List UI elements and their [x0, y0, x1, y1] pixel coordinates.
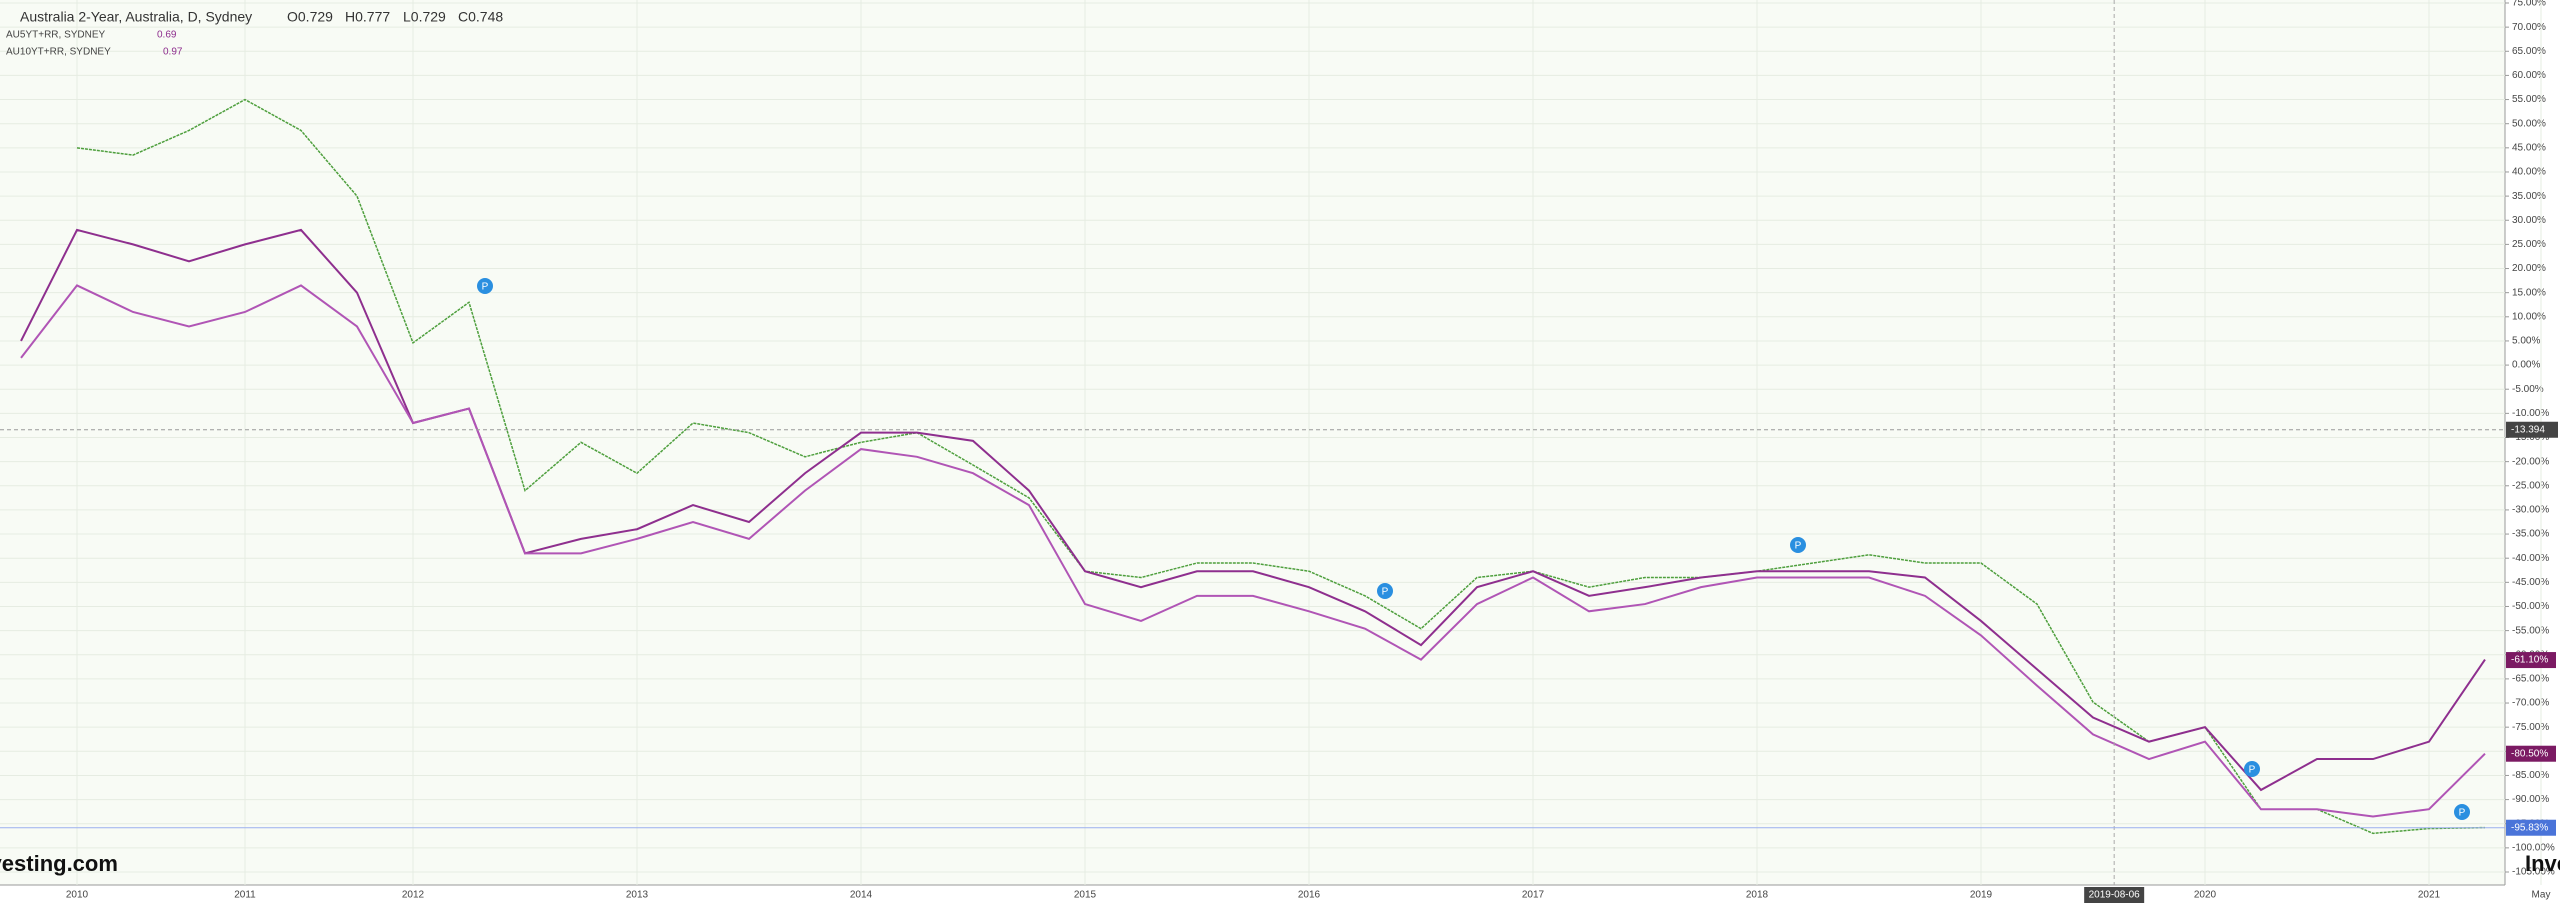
crosshair-y-box: [2506, 421, 2558, 438]
x-tick-label: 2016: [1298, 890, 1321, 901]
x-tick-label: 2014: [850, 890, 873, 901]
ohlc: C0.748: [458, 9, 503, 25]
event-marker-label: P: [2459, 808, 2466, 819]
y-tick-label: 50.00%: [2512, 118, 2546, 129]
y-tick-label: -50.00%: [2512, 601, 2549, 612]
legend-value: 0.69: [157, 30, 177, 41]
chart-title: Australia 2-Year, Australia, D, Sydney: [20, 9, 252, 25]
watermark: Inve: [2525, 851, 2560, 876]
y-tick-label: 55.00%: [2512, 94, 2546, 105]
x-tick-label: May: [2532, 890, 2551, 901]
y-tick-label: 15.00%: [2512, 287, 2546, 298]
crosshair-x-label: 2019-08-06: [2089, 890, 2141, 901]
y-tick-label: 45.00%: [2512, 142, 2546, 153]
y-tick-label: 35.00%: [2512, 191, 2546, 202]
y-tick-label: 0.00%: [2512, 360, 2540, 371]
y-tick-label: -105.00%: [2512, 867, 2555, 878]
x-tick-label: 2017: [1522, 890, 1545, 901]
y-tick-label: -40.00%: [2512, 553, 2549, 564]
crosshair-y-label: -13.394: [2511, 424, 2545, 435]
y-tick-label: -20.00%: [2512, 456, 2549, 467]
y-tick-label: 60.00%: [2512, 70, 2546, 81]
x-tick-label: 2021: [2418, 890, 2441, 901]
price-label-box: [2506, 745, 2556, 762]
y-tick-label: -65.00%: [2512, 674, 2549, 685]
event-marker-label: P: [1795, 541, 1802, 552]
legend-entry[interactable]: AU10YT+RR, SYDNEY: [6, 47, 111, 58]
y-tick-label: -100.00%: [2512, 843, 2555, 854]
event-marker: [477, 278, 493, 294]
y-tick-label: -10.00%: [2512, 408, 2549, 419]
plot-bg: [0, 0, 2505, 885]
event-marker-label: P: [482, 282, 489, 293]
x-tick-label: 2010: [66, 890, 89, 901]
y-tick-label: -45.00%: [2512, 577, 2549, 588]
price-label: -61.10%: [2511, 655, 2548, 666]
x-tick-label: 2018: [1746, 890, 1769, 901]
y-tick-label: -85.00%: [2512, 770, 2549, 781]
event-marker-label: P: [2249, 765, 2256, 776]
y-tick-label: 70.00%: [2512, 22, 2546, 33]
x-tick-label: 2011: [234, 890, 256, 901]
price-label-box: [2506, 819, 2556, 836]
y-tick-label: 25.00%: [2512, 239, 2546, 250]
y-tick-label: 5.00%: [2512, 336, 2540, 347]
ohlc: L0.729: [403, 9, 446, 25]
x-tick-label: 2020: [2194, 890, 2217, 901]
y-tick-label: -25.00%: [2512, 480, 2549, 491]
x-tick-label: 2015: [1074, 890, 1097, 901]
legend-entry[interactable]: AU5YT+RR, SYDNEY: [6, 30, 106, 41]
crosshair-x-box: [2084, 887, 2145, 903]
y-tick-label: -30.00%: [2512, 505, 2549, 516]
y-tick-label: -5.00%: [2512, 384, 2544, 395]
event-marker-label: P: [1382, 587, 1389, 598]
x-tick-label: 2019: [1970, 890, 1993, 901]
event-marker: [1377, 583, 1393, 599]
y-tick-label: -70.00%: [2512, 698, 2549, 709]
y-tick-label: -75.00%: [2512, 722, 2549, 733]
legend-value: 0.97: [163, 47, 183, 58]
price-label-box: [2506, 652, 2556, 669]
series-line: [76, 98, 2486, 835]
y-tick-label: 75.00%: [2512, 0, 2546, 9]
y-tick-label: 10.00%: [2512, 311, 2546, 322]
ohlc: H0.777: [345, 9, 390, 25]
x-tick-label: 2013: [626, 890, 649, 901]
y-tick-label: -55.00%: [2512, 625, 2549, 636]
y-tick-label: -35.00%: [2512, 529, 2549, 540]
y-tick-label: 40.00%: [2512, 167, 2546, 178]
ohlc: O0.729: [287, 9, 333, 25]
x-tick-label: 2012: [402, 890, 425, 901]
y-tick-label: 65.00%: [2512, 46, 2546, 57]
y-tick-label: 30.00%: [2512, 215, 2546, 226]
price-label: -95.83%: [2511, 822, 2548, 833]
y-tick-label: 20.00%: [2512, 263, 2546, 274]
price-label: -80.50%: [2511, 748, 2548, 759]
event-marker: [1790, 537, 1806, 553]
event-marker: [2244, 761, 2260, 777]
y-tick-label: -90.00%: [2512, 794, 2549, 805]
event-marker: [2454, 804, 2470, 820]
watermark: Investing.com: [0, 851, 118, 876]
series-line: [20, 284, 2486, 818]
